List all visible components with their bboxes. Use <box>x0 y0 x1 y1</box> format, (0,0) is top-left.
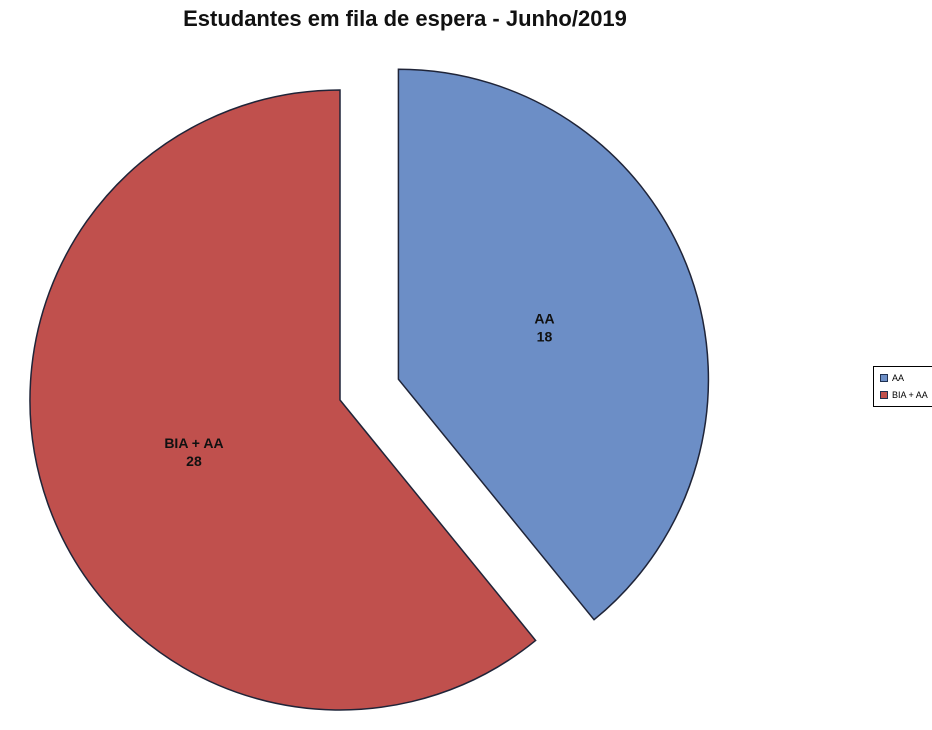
legend-label-bia-aa: BIA + AA <box>892 390 928 400</box>
slice-label-name-bia-aa: BIA + AA <box>164 435 223 451</box>
chart-title: Estudantes em fila de espera - Junho/201… <box>183 6 627 31</box>
slice-label-value-bia-aa: 28 <box>186 453 202 469</box>
pie-slice-aa <box>397 68 710 621</box>
legend-label-aa: AA <box>892 373 905 383</box>
slice-label-name-aa: AA <box>534 310 554 326</box>
legend: AA BIA + AA <box>873 366 932 407</box>
legend-item-bia-aa: BIA + AA <box>880 390 928 400</box>
slice-label-value-aa: 18 <box>537 328 553 344</box>
legend-item-aa: AA <box>880 373 928 383</box>
legend-swatch-bia-aa-icon <box>880 391 888 399</box>
pie-slice-bia-aa <box>29 89 537 711</box>
legend-swatch-aa-icon <box>880 374 888 382</box>
